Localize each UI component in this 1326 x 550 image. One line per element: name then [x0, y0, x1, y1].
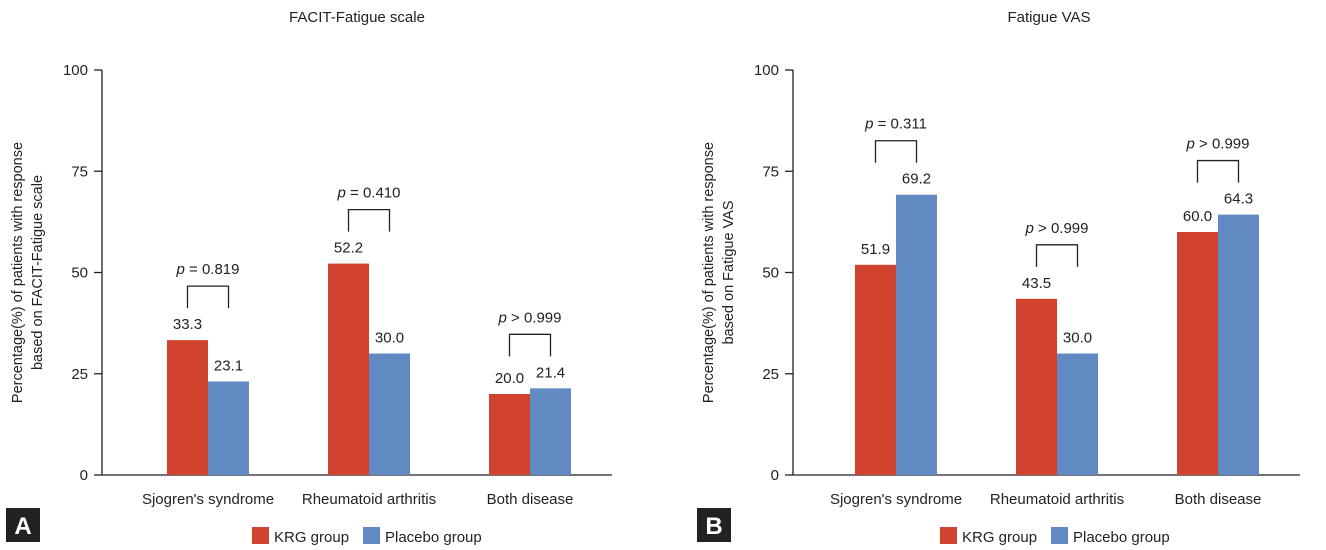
chart-panel-a: FACIT-Fatigue scale Percentage(%) of pati…	[6, 9, 612, 546]
p-value-symbol: p	[864, 116, 873, 133]
data-label: 23.1	[214, 357, 243, 374]
legend-swatch-krg	[940, 527, 957, 544]
p-value-symbol: p	[498, 309, 507, 326]
x-tick-label: Sjogren's syndrome	[830, 491, 962, 508]
p-value-label: p = 0.819	[176, 261, 240, 278]
p-value-label: p = 0.410	[337, 185, 401, 202]
p-value-text: = 0.410	[346, 185, 401, 202]
y-axis-label: Percentage(%) of patients with response	[10, 142, 26, 403]
legend-swatch-krg	[252, 527, 269, 544]
y-axis-label: Percentage(%) of patients with response	[701, 142, 717, 403]
legend-swatch-placebo	[363, 527, 380, 544]
bar-krg	[489, 394, 530, 475]
y-axis-label: based on FACIT-Fatigue scale	[30, 175, 46, 370]
bar-krg	[1177, 232, 1218, 475]
bar-krg	[328, 263, 369, 475]
y-tick-label: 0	[80, 467, 88, 484]
p-value-text: = 0.311	[873, 116, 927, 133]
significance-bracket	[1035, 244, 1079, 267]
y-tick-label: 75	[762, 163, 779, 180]
bar-placebo	[1057, 353, 1098, 475]
y-tick-label: 50	[71, 265, 88, 282]
p-value-symbol: p	[176, 261, 185, 278]
panel-letter: B	[705, 513, 722, 540]
y-tick-label: 100	[63, 62, 88, 79]
data-label: 52.2	[334, 240, 363, 257]
bar-placebo	[369, 353, 410, 475]
bar-krg	[855, 264, 896, 475]
panel-letter: A	[14, 513, 31, 540]
significance-bracket	[874, 140, 918, 163]
bar-krg	[167, 340, 208, 475]
data-label: 21.4	[536, 364, 565, 381]
p-value-label: p > 0.999	[498, 309, 562, 326]
p-value-label: p > 0.999	[1025, 220, 1089, 237]
x-tick-label: Rheumatoid arthritis	[302, 491, 436, 508]
chart-panel-b: Fatigue VAS Percentage(%) of patients wit…	[697, 9, 1300, 546]
data-label: 60.0	[1183, 208, 1212, 225]
bar-placebo	[530, 388, 571, 475]
p-value-label: p = 0.311	[864, 116, 927, 133]
legend-label: KRG group	[274, 529, 349, 546]
y-tick-label: 100	[754, 62, 779, 79]
panel-badge	[697, 508, 731, 542]
significance-bracket	[508, 333, 552, 357]
significance-bracket	[186, 285, 230, 309]
legend-label: Placebo group	[385, 529, 482, 546]
p-value-text: = 0.819	[185, 261, 240, 278]
bar-krg	[1016, 298, 1057, 475]
y-axis-label: based on Fatigue VAS	[721, 200, 737, 344]
p-value-text: > 0.999	[507, 309, 562, 326]
data-label: 30.0	[1063, 330, 1092, 347]
p-value-symbol: p	[1025, 220, 1034, 237]
bar-placebo	[208, 381, 249, 475]
p-value-text: > 0.999	[1034, 220, 1089, 237]
data-label: 20.0	[495, 370, 524, 387]
p-value-symbol: p	[1186, 136, 1195, 153]
legend: KRG group Placebo group	[252, 527, 482, 546]
y-tick-label: 50	[762, 265, 779, 282]
legend-label: Placebo group	[1073, 529, 1170, 546]
y-tick-label: 75	[71, 163, 88, 180]
data-label: 43.5	[1022, 275, 1051, 292]
data-label: 51.9	[861, 241, 890, 258]
x-tick-label: Both disease	[487, 491, 574, 508]
legend: KRG group Placebo group	[940, 527, 1170, 546]
y-tick-label: 25	[71, 366, 88, 383]
data-label: 64.3	[1224, 191, 1253, 208]
y-tick-label: 25	[762, 366, 779, 383]
bar-placebo	[1218, 214, 1259, 475]
panel-badge	[6, 508, 40, 542]
p-value-label: p > 0.999	[1186, 136, 1250, 153]
chart-title: Fatigue VAS	[1007, 9, 1090, 26]
data-label: 30.0	[375, 330, 404, 347]
x-tick-label: Both disease	[1175, 491, 1262, 508]
x-tick-label: Sjogren's syndrome	[142, 491, 274, 508]
x-tick-label: Rheumatoid arthritis	[990, 491, 1124, 508]
bar-placebo	[896, 194, 937, 476]
p-value-text: > 0.999	[1195, 136, 1250, 153]
legend-swatch-placebo	[1051, 527, 1068, 544]
significance-bracket	[1196, 159, 1240, 183]
significance-bracket	[347, 208, 391, 232]
y-tick-label: 0	[771, 467, 779, 484]
chart-title: FACIT-Fatigue scale	[289, 9, 425, 26]
data-label: 33.3	[173, 316, 202, 333]
legend-label: KRG group	[962, 529, 1037, 546]
p-value-symbol: p	[337, 185, 346, 202]
data-label: 69.2	[902, 171, 931, 188]
